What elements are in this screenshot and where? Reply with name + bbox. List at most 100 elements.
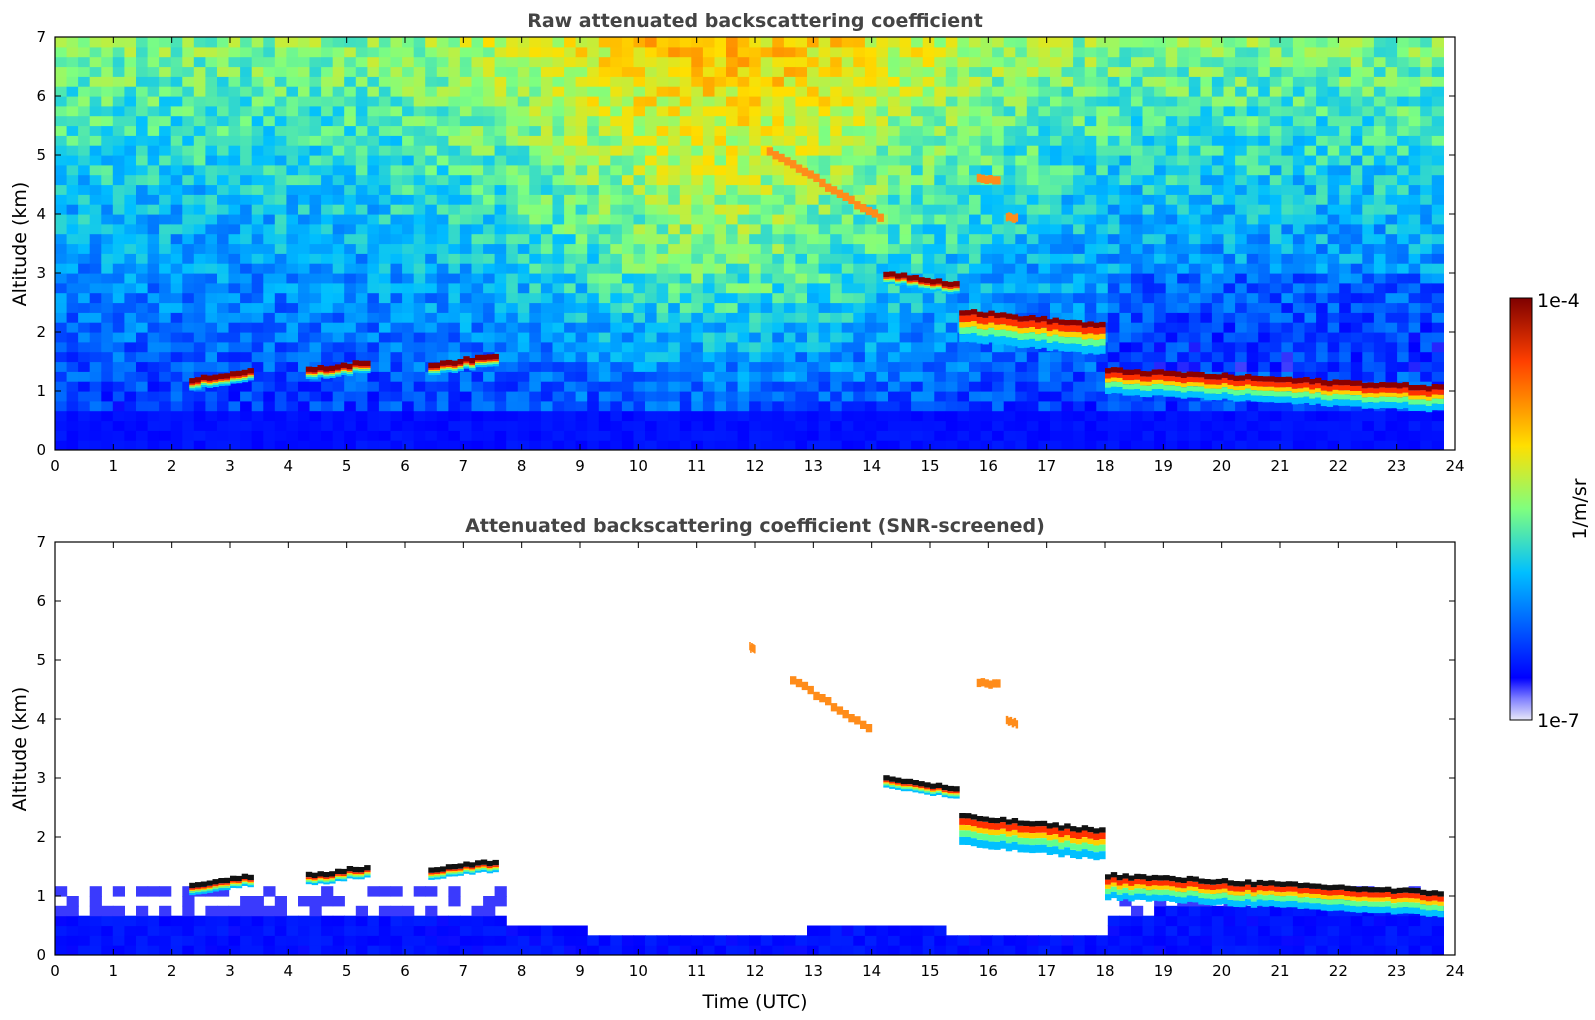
heatmap-cell <box>459 66 473 77</box>
heatmap-cell <box>89 155 102 166</box>
heatmap-cell <box>645 332 658 343</box>
heatmap-cell <box>552 420 565 431</box>
heatmap-cell <box>1246 145 1259 156</box>
heatmap-cell <box>355 341 368 353</box>
heatmap-cell <box>147 253 160 264</box>
heatmap-cell <box>714 341 727 353</box>
heatmap-cell <box>89 66 102 77</box>
heatmap-cell <box>830 322 843 333</box>
heatmap-cell <box>911 361 924 372</box>
heatmap-cell <box>321 37 334 48</box>
heatmap-cell <box>1408 253 1421 264</box>
heatmap-cell <box>1073 115 1086 127</box>
heatmap-cell <box>888 76 901 87</box>
heatmap-cell <box>795 341 808 353</box>
heatmap-cell <box>1304 292 1317 304</box>
heatmap-cell <box>402 440 415 450</box>
heatmap-cell <box>1131 125 1144 136</box>
heatmap-cell <box>888 361 901 372</box>
heatmap-cell <box>1235 361 1248 372</box>
heatmap-cell <box>702 223 716 235</box>
heatmap-cell <box>749 135 762 146</box>
heatmap-cell <box>101 86 114 97</box>
heatmap-cell <box>159 37 172 48</box>
heatmap-cell <box>66 164 79 176</box>
heatmap-cell <box>749 155 762 166</box>
heatmap-cell <box>668 155 681 166</box>
heatmap-cell <box>217 105 230 117</box>
heatmap-cell <box>911 341 924 353</box>
heatmap-cell <box>587 391 600 402</box>
heatmap-cell <box>934 155 947 166</box>
heatmap-cell <box>298 184 311 195</box>
heatmap-cell <box>969 46 982 58</box>
heatmap-cell <box>1050 56 1063 68</box>
heatmap-cell <box>737 400 750 412</box>
heatmap-cell <box>332 233 345 245</box>
heatmap-cell <box>1165 332 1178 343</box>
heatmap-cell <box>1050 302 1063 313</box>
heatmap-cell <box>517 135 530 146</box>
heatmap-cell <box>1015 243 1028 254</box>
heatmap-cell <box>795 145 808 156</box>
heatmap-cell <box>1038 115 1051 127</box>
heatmap-cell <box>1015 361 1028 372</box>
heatmap-cell <box>1211 184 1225 195</box>
heatmap-cell <box>1061 243 1074 254</box>
heatmap-cell <box>702 282 716 294</box>
heatmap-cell <box>656 125 669 136</box>
heatmap-cell <box>1200 174 1213 186</box>
heatmap-cell <box>529 194 542 205</box>
heatmap-cell <box>575 273 588 284</box>
heatmap-cell <box>598 233 611 245</box>
heatmap-cell <box>286 302 299 313</box>
heatmap-cell <box>1304 145 1317 156</box>
heatmap-cell <box>1096 184 1109 195</box>
heatmap-cell <box>1165 322 1178 333</box>
heatmap-cell <box>1223 292 1236 304</box>
heatmap-cell <box>1142 37 1155 48</box>
heatmap-cell <box>240 391 253 402</box>
heatmap-cell <box>1420 145 1433 156</box>
heatmap-cell <box>1339 282 1352 294</box>
heatmap-cell <box>1373 273 1387 284</box>
heatmap-cell <box>899 76 912 87</box>
heatmap-cell <box>645 66 658 77</box>
heatmap-cell <box>1246 332 1259 343</box>
heatmap-cell <box>448 302 461 313</box>
heatmap-cell <box>1188 292 1201 304</box>
heatmap-cell <box>193 115 206 127</box>
heatmap-cell <box>1061 96 1074 107</box>
heatmap-cell <box>945 37 958 48</box>
heatmap-cell <box>864 76 878 87</box>
heatmap-cell <box>934 420 947 431</box>
heatmap-cell <box>737 420 750 431</box>
heatmap-cell <box>274 96 287 107</box>
heatmap-cell <box>1246 410 1259 422</box>
heatmap-cell <box>147 164 160 176</box>
heatmap-cell <box>934 273 947 284</box>
heatmap-cell <box>1373 410 1387 422</box>
heatmap-cell <box>945 66 958 77</box>
heatmap-cell <box>818 391 831 402</box>
heatmap-cell <box>298 400 311 412</box>
heatmap-cell <box>1038 194 1051 205</box>
heatmap-cell <box>1084 155 1097 166</box>
heatmap-cell <box>911 253 924 264</box>
heatmap-cell <box>274 115 287 127</box>
heatmap-cell <box>1177 135 1190 146</box>
heatmap-cell <box>390 420 403 431</box>
heatmap-cell <box>101 135 114 146</box>
heatmap-cell <box>656 56 669 68</box>
heatmap-cell <box>1050 86 1063 97</box>
heatmap-cell <box>633 105 646 117</box>
heatmap-cell <box>170 332 183 343</box>
heatmap-cell <box>783 420 797 431</box>
heatmap-cell <box>540 332 554 343</box>
heatmap-cell <box>425 371 438 382</box>
heatmap-cell <box>402 86 415 97</box>
heatmap-cell <box>263 312 276 323</box>
heatmap-cell <box>1281 105 1294 117</box>
heatmap-cell <box>841 174 854 186</box>
heatmap-cell <box>1154 223 1167 235</box>
